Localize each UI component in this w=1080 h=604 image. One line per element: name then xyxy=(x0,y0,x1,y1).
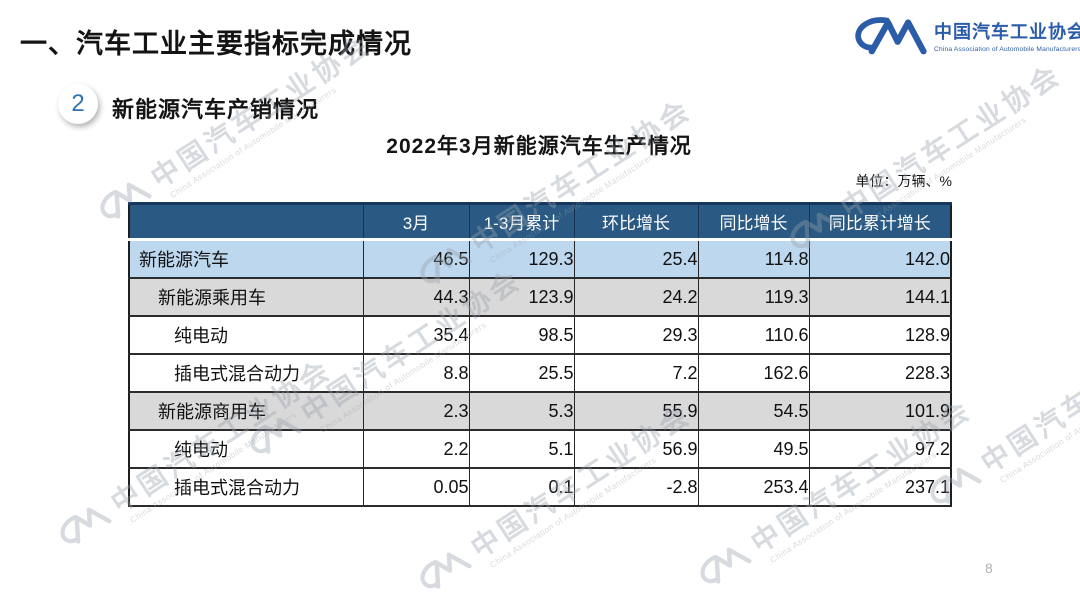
table-row: 新能源乘用车 44.3 123.9 24.2 119.3 144.1 xyxy=(128,278,952,317)
unit-label: 单位：万辆、% xyxy=(855,173,952,189)
table-header-row: 3月 1-3月累计 环比增长 同比增长 同比累计增长 xyxy=(128,202,952,241)
value-cell: 128.9 xyxy=(808,316,952,355)
value-cell: 110.6 xyxy=(697,316,810,355)
watermark-text: 中国汽车工业协会 xyxy=(975,313,1080,479)
cam-watermark-icon xyxy=(700,547,752,584)
value-cell: 0.05 xyxy=(362,468,470,507)
table-row: 纯电动 35.4 98.5 29.3 110.6 128.9 xyxy=(128,316,952,355)
value-cell: -2.8 xyxy=(573,468,699,507)
value-cell: 2.2 xyxy=(362,430,470,469)
header-cell-yoy-cumulative-growth: 同比累计增长 xyxy=(808,202,952,241)
row-label-cell: 插电式混合动力 xyxy=(128,468,364,507)
value-cell: 46.5 xyxy=(362,239,470,279)
table-row: 新能源商用车 2.3 5.3 55.9 54.5 101.9 xyxy=(128,392,952,431)
value-cell: 123.9 xyxy=(468,278,575,317)
value-cell: 114.8 xyxy=(697,239,810,279)
value-cell: 98.5 xyxy=(468,316,575,355)
logo-name-en: China Association of Automobile Manufact… xyxy=(934,45,1080,53)
value-cell: 56.9 xyxy=(573,430,699,469)
section-number-badge: 2 xyxy=(58,84,98,124)
value-cell: 119.3 xyxy=(697,278,810,317)
table-row: 纯电动 2.2 5.1 56.9 49.5 97.2 xyxy=(128,430,952,469)
row-label-cell: 纯电动 xyxy=(128,430,364,469)
value-cell: 54.5 xyxy=(697,392,810,431)
row-label-cell: 新能源汽车 xyxy=(128,239,364,279)
value-cell: 7.2 xyxy=(573,354,699,393)
page-number: 8 xyxy=(985,560,993,576)
table-row: 插电式混合动力 0.05 0.1 -2.8 253.4 237.1 xyxy=(128,468,952,507)
watermark-subtext: China Association of Automobile Manufact… xyxy=(998,370,1080,485)
value-cell: 25.5 xyxy=(468,354,575,393)
value-cell: 97.2 xyxy=(808,430,952,469)
value-cell: 35.4 xyxy=(362,316,470,355)
value-cell: 5.3 xyxy=(468,392,575,431)
cam-logo-icon xyxy=(855,17,927,55)
watermark-subtext: China Association of Automobile Manufact… xyxy=(168,84,338,200)
value-cell: 0.1 xyxy=(468,468,575,507)
header-cell-yoy-growth: 同比增长 xyxy=(697,202,810,241)
table-title: 2022年3月新能源汽车生产情况 xyxy=(386,135,692,158)
value-cell: 228.3 xyxy=(808,354,952,393)
row-label-cell: 新能源乘用车 xyxy=(128,278,364,317)
production-table: 3月 1-3月累计 环比增长 同比增长 同比累计增长 新能源汽车 46.5 12… xyxy=(128,202,952,507)
value-cell: 2.3 xyxy=(362,392,470,431)
cam-logo-text: 中国汽车工业协会 China Association of Automobile… xyxy=(934,18,1080,53)
value-cell: 142.0 xyxy=(808,239,952,279)
header-cell-cumulative: 1-3月累计 xyxy=(468,202,575,241)
row-label-cell: 纯电动 xyxy=(128,316,364,355)
value-cell: 55.9 xyxy=(573,392,699,431)
value-cell: 44.3 xyxy=(362,278,470,317)
value-cell: 29.3 xyxy=(573,316,699,355)
header-cell-category xyxy=(128,202,364,241)
row-label-cell: 新能源商用车 xyxy=(128,392,364,431)
value-cell: 237.1 xyxy=(808,468,952,507)
cam-watermark-icon xyxy=(60,507,112,544)
value-cell: 162.6 xyxy=(697,354,810,393)
page-title: 一、汽车工业主要指标完成情况 xyxy=(20,29,412,59)
value-cell: 144.1 xyxy=(808,278,952,317)
value-cell: 129.3 xyxy=(468,239,575,279)
section-number: 2 xyxy=(71,90,85,117)
value-cell: 8.8 xyxy=(362,354,470,393)
value-cell: 24.2 xyxy=(573,278,699,317)
header-cell-march: 3月 xyxy=(362,202,470,241)
row-label-cell: 插电式混合动力 xyxy=(128,354,364,393)
logo-name-cn: 中国汽车工业协会 xyxy=(934,21,1080,42)
table-row: 新能源汽车 46.5 129.3 25.4 114.8 142.0 xyxy=(128,239,952,279)
table-row: 插电式混合动力 8.8 25.5 7.2 162.6 228.3 xyxy=(128,354,952,393)
section-heading: 新能源汽车产销情况 xyxy=(112,97,320,122)
value-cell: 253.4 xyxy=(697,468,810,507)
cam-watermark-icon xyxy=(420,552,472,589)
value-cell: 101.9 xyxy=(808,392,952,431)
cam-logo: 中国汽车工业协会 China Association of Automobile… xyxy=(848,12,1080,58)
value-cell: 49.5 xyxy=(697,430,810,469)
value-cell: 5.1 xyxy=(468,430,575,469)
header-cell-mom-growth: 环比增长 xyxy=(573,202,699,241)
value-cell: 25.4 xyxy=(573,239,699,279)
